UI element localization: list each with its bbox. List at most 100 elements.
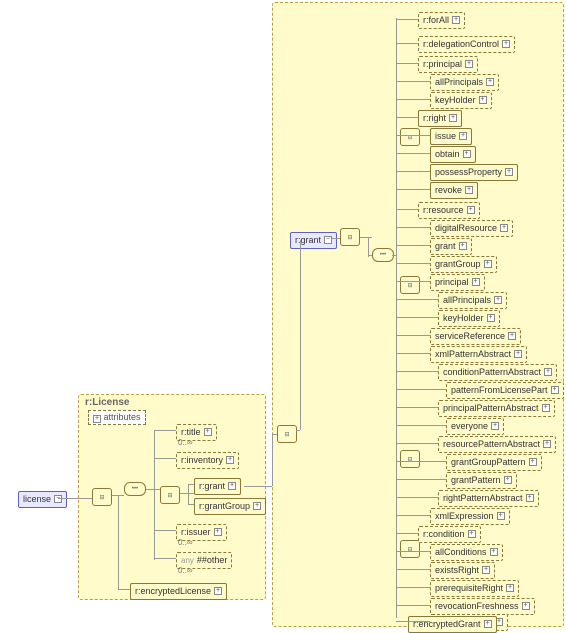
node-encryptedlicense[interactable]: r:encryptedLicense+ — [130, 583, 227, 600]
expand-icon[interactable]: + — [522, 602, 530, 610]
expand-icon[interactable]: + — [500, 224, 508, 232]
expand-icon[interactable]: + — [468, 530, 476, 538]
sequence-joiner: ••• — [124, 482, 146, 496]
expand-icon[interactable]: + — [551, 386, 559, 394]
diagram-canvas: { "diagram": { "background": "#ffffff", … — [0, 0, 566, 629]
switch-joiner: ⊟ — [92, 488, 112, 506]
collapse-icon[interactable]: − — [324, 236, 332, 244]
node-keyholder[interactable]: keyHolder+ — [430, 92, 492, 109]
expand-icon[interactable]: + — [497, 512, 505, 520]
node-digitalresource[interactable]: digitalResource+ — [430, 220, 513, 237]
expand-icon[interactable]: + — [526, 494, 534, 502]
node-conditionpatternabstract[interactable]: conditionPatternAbstract+ — [438, 364, 557, 381]
expand-icon[interactable]: + — [93, 415, 101, 423]
node-r-right[interactable]: r:right+ — [418, 110, 462, 127]
expand-icon[interactable]: + — [502, 40, 510, 48]
expand-icon[interactable]: + — [452, 16, 460, 24]
node-obtain[interactable]: obtain+ — [430, 146, 476, 163]
collapse-icon[interactable]: − — [54, 495, 62, 503]
node-patternfromlicensepart[interactable]: patternFromLicensePart+ — [446, 382, 564, 399]
node-allprincipals[interactable]: allPrincipals+ — [430, 74, 499, 91]
card-label: 0..∞ — [178, 438, 193, 447]
expand-icon[interactable]: + — [204, 428, 212, 436]
node-r-resource[interactable]: r:resource+ — [418, 202, 480, 219]
expand-icon[interactable]: + — [459, 242, 467, 250]
card-label: 0..∞ — [178, 566, 193, 575]
expand-icon[interactable]: + — [465, 60, 473, 68]
expand-icon[interactable]: + — [467, 206, 475, 214]
node-grantpattern[interactable]: grantPattern+ — [446, 472, 517, 489]
switch-joiner: ⊟ — [160, 486, 180, 504]
expand-icon[interactable]: + — [487, 314, 495, 322]
switch-joiner: ⊟ — [400, 276, 420, 294]
node-encryptedgrant[interactable]: r:encryptedGrant+ — [408, 616, 497, 633]
node-issue[interactable]: issue+ — [430, 128, 472, 145]
node-r-condition[interactable]: r:condition+ — [418, 526, 481, 543]
node-grant[interactable]: grant+ — [430, 238, 472, 255]
expand-icon[interactable]: + — [228, 482, 236, 490]
expand-icon[interactable]: + — [465, 186, 473, 194]
expand-icon[interactable]: + — [472, 278, 480, 286]
node-rightpatternabstract[interactable]: rightPatternAbstract+ — [438, 490, 539, 507]
expand-icon[interactable]: + — [494, 296, 502, 304]
expand-icon[interactable]: + — [544, 368, 552, 376]
node-xmlpatternabstract[interactable]: xmlPatternAbstract+ — [430, 346, 527, 363]
switch-joiner: ⊟ — [400, 128, 420, 146]
node-inventory[interactable]: r:inventory+ — [176, 452, 239, 469]
node-allprincipals[interactable]: allPrincipals+ — [438, 292, 507, 309]
node-principalpatternabstract[interactable]: principalPatternAbstract+ — [438, 400, 555, 417]
node-r-principal[interactable]: r:principal+ — [418, 56, 478, 73]
node-resourcepatternabstract[interactable]: resourcePatternAbstract+ — [438, 436, 556, 453]
node-rgrant-main[interactable]: r:grant − — [290, 232, 337, 249]
switch-joiner: ⊟ — [340, 228, 360, 246]
node-keyholder[interactable]: keyHolder+ — [438, 310, 500, 327]
expand-icon[interactable]: + — [449, 114, 457, 122]
node-grantgroup[interactable]: r:grantGroup+ — [194, 498, 266, 515]
node-existsright[interactable]: existsRight+ — [430, 562, 495, 579]
expand-icon[interactable]: + — [226, 456, 234, 464]
expand-icon[interactable]: + — [542, 404, 550, 412]
switch-joiner: ⊟ — [400, 540, 420, 558]
root-license[interactable]: license − — [18, 491, 67, 508]
node-grant[interactable]: r:grant+ — [194, 478, 241, 495]
expand-icon[interactable]: + — [482, 566, 490, 574]
expand-icon[interactable]: + — [505, 168, 513, 176]
node-revoke[interactable]: revoke+ — [430, 182, 478, 199]
expand-icon[interactable]: + — [484, 260, 492, 268]
expand-icon[interactable]: + — [214, 528, 222, 536]
expand-icon[interactable]: + — [543, 440, 551, 448]
expand-icon[interactable]: + — [463, 150, 471, 158]
node-prerequisiteright[interactable]: prerequisiteRight+ — [430, 580, 519, 597]
expand-icon[interactable]: + — [253, 502, 261, 510]
switch-joiner: ⊟ — [277, 425, 297, 443]
expand-icon[interactable]: + — [479, 96, 487, 104]
expand-icon[interactable]: + — [486, 78, 494, 86]
expand-icon[interactable]: + — [504, 476, 512, 484]
expand-icon[interactable]: + — [514, 350, 522, 358]
expand-icon[interactable]: + — [508, 332, 516, 340]
expand-icon[interactable]: + — [529, 458, 537, 466]
node-possessproperty[interactable]: possessProperty+ — [430, 164, 518, 181]
switch-joiner: ⊟ — [400, 450, 420, 468]
root-label: license — [23, 494, 51, 505]
node-grantgroup[interactable]: grantGroup+ — [430, 256, 497, 273]
expand-icon[interactable]: + — [506, 584, 514, 592]
node-r-delegationcontrol[interactable]: r:delegationControl+ — [418, 36, 515, 53]
expand-icon[interactable]: + — [484, 620, 492, 628]
node-revocationfreshness[interactable]: revocationFreshness+ — [430, 598, 535, 615]
card-label: 0..∞ — [178, 538, 193, 547]
expand-icon[interactable]: + — [459, 132, 467, 140]
node-xmlexpression[interactable]: xmlExpression+ — [430, 508, 510, 525]
expand-icon[interactable]: + — [490, 548, 498, 556]
expand-icon[interactable]: + — [214, 587, 222, 595]
expand-icon[interactable]: + — [491, 422, 499, 430]
node-principal[interactable]: principal+ — [430, 274, 485, 291]
node-r-forall[interactable]: r:forAll+ — [418, 12, 465, 29]
node-grantgrouppattern[interactable]: grantGroupPattern+ — [446, 454, 542, 471]
node-servicereference[interactable]: serviceReference+ — [430, 328, 521, 345]
left-panel-label: r:License — [85, 397, 129, 408]
sequence-joiner: ••• — [372, 248, 394, 262]
attributes-box[interactable]: + attributes — [88, 410, 146, 425]
node-everyone[interactable]: everyone+ — [446, 418, 504, 435]
node-allconditions[interactable]: allConditions+ — [430, 544, 503, 561]
